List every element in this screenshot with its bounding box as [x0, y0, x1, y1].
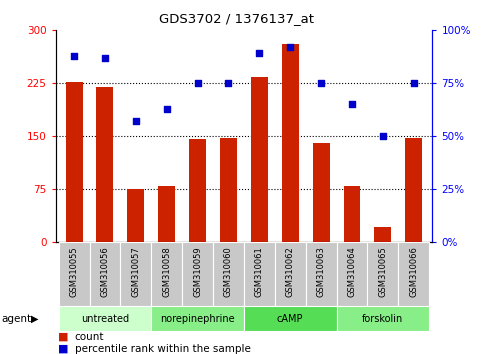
Bar: [89, 242, 120, 306]
Bar: [251, 77, 268, 242]
Bar: [58, 242, 89, 306]
Bar: [368, 242, 398, 306]
Bar: [374, 227, 391, 242]
Bar: [337, 306, 429, 331]
Bar: [244, 242, 275, 306]
Bar: [220, 138, 237, 242]
Bar: [313, 143, 329, 242]
Text: cAMP: cAMP: [277, 314, 303, 324]
Text: GSM310058: GSM310058: [162, 246, 171, 297]
Bar: [97, 87, 114, 242]
Text: GSM310064: GSM310064: [347, 246, 356, 297]
Point: [379, 133, 387, 139]
Bar: [244, 306, 337, 331]
Bar: [213, 242, 244, 306]
Text: ■: ■: [58, 344, 69, 354]
Text: untreated: untreated: [81, 314, 129, 324]
Text: GSM310056: GSM310056: [100, 246, 110, 297]
Text: count: count: [75, 332, 104, 342]
Bar: [337, 242, 368, 306]
Text: norepinephrine: norepinephrine: [160, 314, 235, 324]
Bar: [275, 242, 306, 306]
Text: ▶: ▶: [31, 314, 39, 324]
Bar: [189, 139, 206, 242]
Text: GSM310055: GSM310055: [70, 246, 79, 297]
Bar: [151, 242, 182, 306]
Text: GSM310061: GSM310061: [255, 246, 264, 297]
Text: GSM310060: GSM310060: [224, 246, 233, 297]
Point: [317, 80, 325, 86]
Bar: [58, 306, 151, 331]
Bar: [398, 242, 429, 306]
Point: [70, 53, 78, 58]
Text: GSM310057: GSM310057: [131, 246, 141, 297]
Text: percentile rank within the sample: percentile rank within the sample: [75, 344, 251, 354]
Text: GSM310063: GSM310063: [317, 246, 326, 297]
Point: [163, 106, 170, 112]
Point: [286, 44, 294, 50]
Point: [101, 55, 109, 61]
Bar: [306, 242, 337, 306]
Bar: [120, 242, 151, 306]
Text: GSM310059: GSM310059: [193, 246, 202, 297]
Bar: [182, 242, 213, 306]
Bar: [343, 186, 360, 242]
Text: GDS3702 / 1376137_at: GDS3702 / 1376137_at: [159, 12, 314, 25]
Bar: [128, 189, 144, 242]
Bar: [158, 186, 175, 242]
Point: [132, 119, 140, 124]
Point: [256, 51, 263, 56]
Text: agent: agent: [1, 314, 31, 324]
Text: forskolin: forskolin: [362, 314, 403, 324]
Text: GSM310066: GSM310066: [409, 246, 418, 297]
Point: [348, 102, 356, 107]
Bar: [66, 82, 83, 242]
Bar: [405, 138, 422, 242]
Point: [410, 80, 418, 86]
Point: [194, 80, 201, 86]
Bar: [151, 306, 244, 331]
Text: GSM310065: GSM310065: [378, 246, 387, 297]
Bar: [282, 44, 298, 242]
Text: GSM310062: GSM310062: [286, 246, 295, 297]
Point: [225, 80, 232, 86]
Text: ■: ■: [58, 332, 69, 342]
